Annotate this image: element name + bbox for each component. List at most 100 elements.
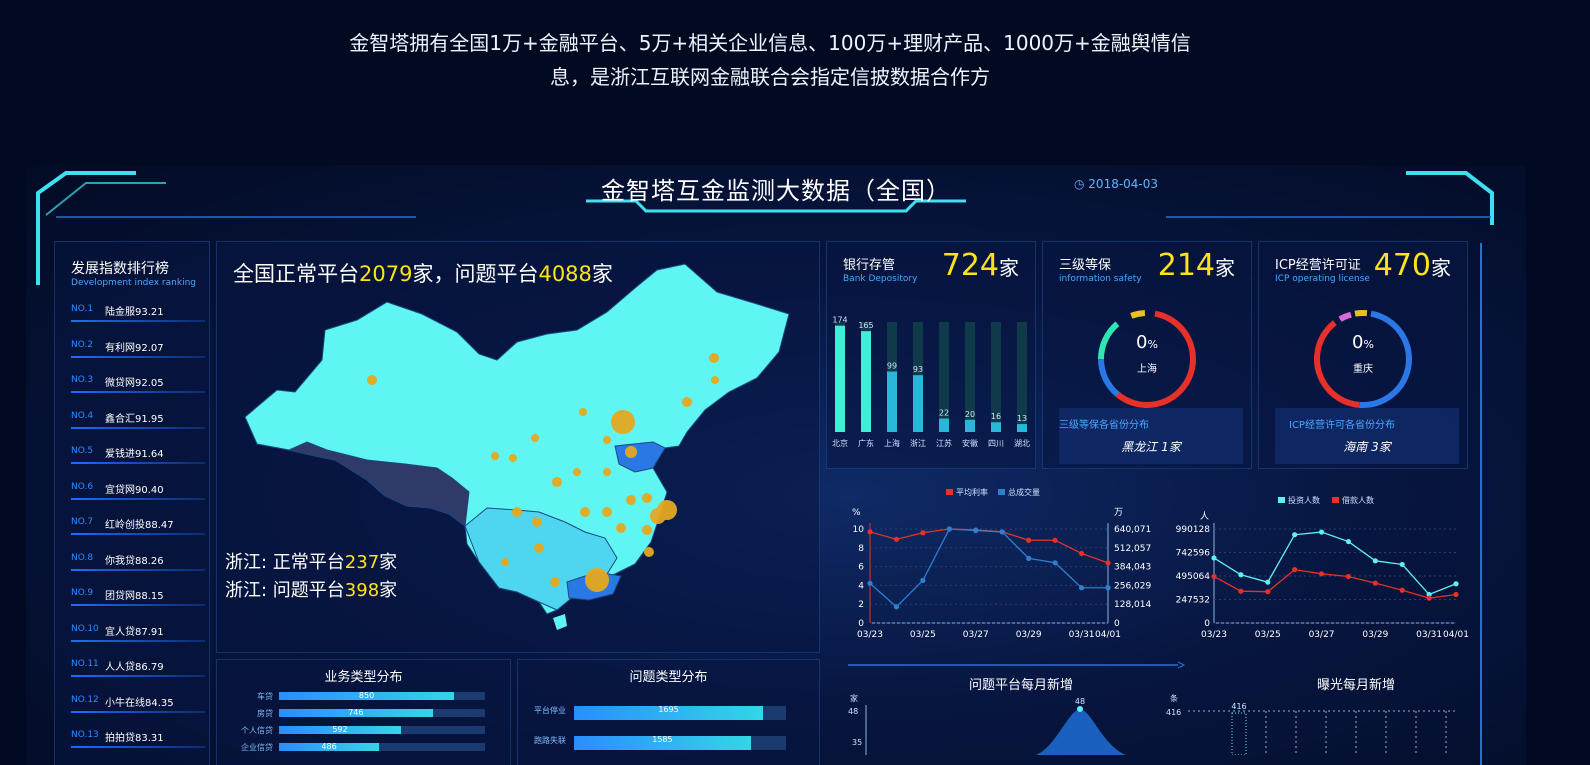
investor-point xyxy=(1453,581,1459,587)
safety-dist-value: 黑龙江 1家 xyxy=(1121,440,1181,454)
volume-point xyxy=(1078,585,1085,591)
legend-label: 借款人数 xyxy=(1342,495,1374,505)
ranking-item[interactable]: NO.2 有利网92.07 xyxy=(71,330,207,366)
borrower-point xyxy=(1426,595,1432,601)
rank-name: 拍拍贷83.31 xyxy=(105,733,164,744)
volume-point xyxy=(1105,585,1111,591)
bank-value: 724 xyxy=(941,248,999,283)
ranking-item[interactable]: NO.11 人人贷86.79 xyxy=(71,649,207,685)
bar-fill xyxy=(574,706,764,720)
investor-point xyxy=(1292,532,1298,538)
bank-bar-label: 江苏 xyxy=(936,438,952,448)
rank-divider xyxy=(71,710,205,713)
borrower-point xyxy=(1399,587,1405,593)
rank-name: 有利网92.07 xyxy=(105,342,164,354)
zj-text: 浙江: 正常平台 xyxy=(225,552,345,573)
bar-fill xyxy=(279,726,401,734)
ranking-list: NO.1 陆金服93.21 NO.2 有利网92.07 NO.3 微贷网92.05 N… xyxy=(71,294,207,756)
ranking-item[interactable]: NO.13 拍拍贷83.31 xyxy=(71,720,207,756)
monthly-exposure-peak: 416 xyxy=(1231,702,1246,711)
safety-distribution: 三级等保各省份分布 黑龙江 1家 xyxy=(1059,408,1243,464)
rank-name: 宜人贷87.91 xyxy=(105,626,164,638)
left-tick: 2 xyxy=(858,600,864,610)
bank-bar-track xyxy=(965,322,975,432)
ranking-item[interactable]: NO.9 团贷网88.15 xyxy=(71,578,207,614)
bank-bar xyxy=(887,371,897,432)
zhejiang-normal: 浙江: 正常平台237家 xyxy=(225,548,397,574)
right-tick: 384,043 xyxy=(1114,563,1151,573)
icp-count: 470家 xyxy=(1374,248,1451,283)
right-tick: 512,057 xyxy=(1114,544,1151,554)
bank-bar xyxy=(861,331,871,432)
zj-text: 家 xyxy=(379,580,398,601)
rank-number: NO.12 xyxy=(71,694,99,705)
ranking-item[interactable]: NO.10 宜人贷87.91 xyxy=(71,614,207,650)
borrower-point xyxy=(1211,573,1217,580)
x-tick: 03/25 xyxy=(910,630,936,640)
ranking-item[interactable]: NO.1 陆金服93.21 xyxy=(71,294,207,330)
legend-swatch xyxy=(1278,497,1285,503)
right-tick: 128,014 xyxy=(1114,600,1151,610)
zj-text: 浙江: 问题平台 xyxy=(225,580,345,601)
rank-number: NO.11 xyxy=(71,659,99,669)
china-map[interactable] xyxy=(217,242,819,652)
clock-icon: ◷ xyxy=(1074,177,1089,191)
monthly-problem-title: 问题平台每月新增 xyxy=(969,677,1073,693)
safety-percent: 0% xyxy=(1043,332,1251,353)
date-display: ◷ 2018-04-03 xyxy=(1074,177,1158,191)
y-tick: 0 xyxy=(1204,619,1210,629)
investor-point xyxy=(1211,555,1217,561)
x-tick: 03/29 xyxy=(1016,630,1042,640)
business-panel: 业务类型分布 车贷 850 房贷 746 个人信贷 592 企业信贷 486 xyxy=(216,659,511,765)
ranking-item[interactable]: NO.12 小牛在线84.35 xyxy=(71,685,207,721)
ranking-item[interactable]: NO.3 微贷网92.05 xyxy=(71,365,207,401)
x-tick: 03/25 xyxy=(1255,630,1281,640)
legend-label: 总成交量 xyxy=(1008,487,1040,497)
rate-point xyxy=(867,529,873,535)
volume-point xyxy=(999,529,1005,535)
safety-unit: 家 xyxy=(1215,256,1235,280)
investor-point xyxy=(1265,579,1271,585)
rate-point xyxy=(893,536,900,542)
icp-unit: 家 xyxy=(1431,256,1451,280)
bar-value: 1585 xyxy=(652,735,673,744)
bank-bar xyxy=(939,418,949,432)
volume-point xyxy=(946,526,952,532)
rank-divider xyxy=(71,320,205,322)
investor-point xyxy=(1372,558,1378,564)
problem-panel: 问题类型分布 平台停业 1695 跑路失联 1585 xyxy=(517,659,820,765)
x-tick: 03/27 xyxy=(963,630,989,640)
ranking-item[interactable]: NO.5 爱钱进91.64 xyxy=(71,436,207,472)
ranking-item[interactable]: NO.8 你我贷88.26 xyxy=(71,543,207,579)
icp-title: ICP经营许可证 xyxy=(1275,258,1361,273)
monthly-problem-unit: 家 xyxy=(850,693,858,703)
ranking-item[interactable]: NO.7 红岭创投88.47 xyxy=(71,507,207,543)
investor-point xyxy=(1238,572,1244,578)
bank-unit: 家 xyxy=(999,256,1019,280)
bank-bar-label: 湖北 xyxy=(1014,439,1030,448)
rank-number: NO.5 xyxy=(71,446,94,456)
ranking-item[interactable]: NO.4 鑫合汇91.95 xyxy=(71,401,207,437)
bar-category-label: 企业信贷 xyxy=(241,743,273,752)
rank-number: NO.6 xyxy=(71,481,94,492)
series-line-borrowers xyxy=(1213,568,1457,599)
safety-dist-title: 三级等保各省份分布 xyxy=(1059,420,1149,431)
summary-text: 家 xyxy=(591,262,613,286)
rank-name: 团贷网88.15 xyxy=(105,591,164,602)
bank-bar-label: 安徽 xyxy=(962,438,978,448)
y-tick: 247532 xyxy=(1176,596,1210,606)
bank-bar-value: 174 xyxy=(832,316,847,325)
bar-track: 592 xyxy=(279,725,485,734)
zhejiang-problem: 浙江: 问题平台398家 xyxy=(225,576,397,602)
rank-name: 红岭创投88.47 xyxy=(105,520,174,531)
summary-text: 全国正常平台 xyxy=(233,262,359,286)
volume-point xyxy=(1026,555,1032,561)
intro-line-1: 金智塔拥有全国1万+金融平台、5万+相关企业信息、100万+理财产品、1000万… xyxy=(349,31,1191,55)
ranking-item[interactable]: NO.6 宜贷网90.40 xyxy=(71,472,207,508)
rate-point xyxy=(1052,537,1058,543)
ranking-subtitle: Development index ranking xyxy=(71,278,196,288)
monthly-exposure-unit: 条 xyxy=(1170,693,1178,703)
rank-divider xyxy=(71,355,205,358)
icp-panel: ICP经营许可证 ICP operating license 470家 0% 重… xyxy=(1258,241,1468,469)
bank-bar-label: 广东 xyxy=(858,438,874,448)
